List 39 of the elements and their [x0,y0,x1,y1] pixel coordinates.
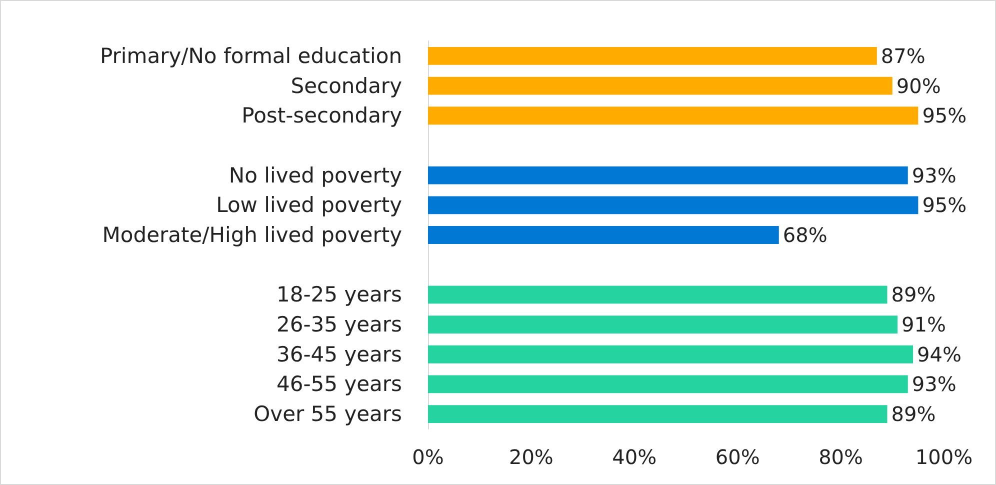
data-label: 90% [896,74,941,98]
x-tick-label: 60% [715,445,760,469]
bar [428,316,898,334]
bar [428,286,888,304]
data-label: 89% [891,282,936,307]
y-tick-label: 18-25 years [276,282,402,307]
data-label: 95% [922,193,967,218]
data-label: 68% [782,223,828,247]
data-label: 95% [922,104,967,128]
x-tick-label: 0% [412,445,444,469]
data-label: 87% [880,44,926,68]
y-tick-label: Low lived poverty [216,193,402,218]
bar [428,405,888,424]
data-label: 93% [912,372,956,396]
y-tick-label: 46-55 years [276,372,402,396]
y-tick-label: 26-35 years [276,312,402,337]
y-tick-label: Over 55 years [254,402,402,426]
data-label: 94% [917,342,962,366]
bar [428,46,877,65]
data-label: 93% [912,163,956,188]
y-tick-label: Post-secondary [242,104,402,128]
y-tick-label: No lived poverty [228,163,402,188]
y-tick-label: 36-45 years [276,342,402,366]
bar [428,226,779,244]
x-tick-label: 40% [612,445,657,469]
bar [428,106,918,125]
bar [428,166,908,184]
y-tick-label: Secondary [290,74,402,98]
bar [428,345,914,364]
x-tick-label: 80% [818,445,864,469]
bar [428,196,918,214]
y-tick-label: Moderate/High lived poverty [102,223,402,247]
x-tick-label: 100% [915,445,973,469]
data-label: 89% [891,402,936,426]
x-tick-label: 20% [508,445,554,469]
data-label: 91% [902,312,946,337]
y-tick-label: Primary/No formal education [100,44,402,68]
bar [428,375,908,394]
bar [428,76,892,95]
